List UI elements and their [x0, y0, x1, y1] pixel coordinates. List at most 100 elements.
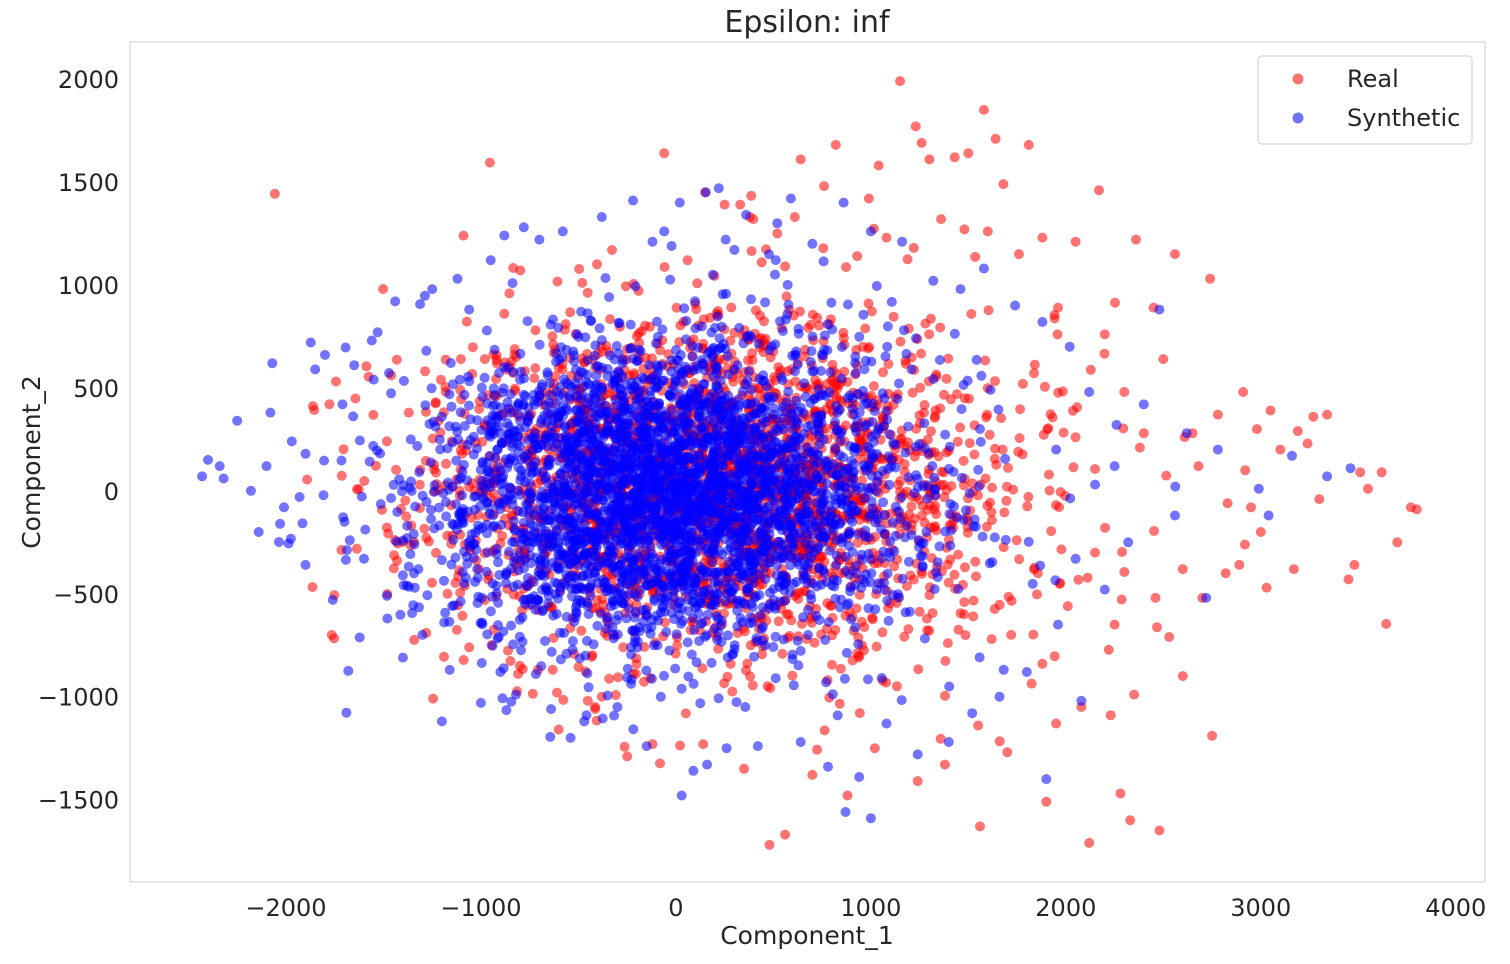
scatter-point-real: [1100, 522, 1111, 533]
scatter-point-real: [1240, 465, 1251, 476]
scatter-point-synthetic: [659, 670, 669, 681]
scatter-point-real: [1261, 582, 1272, 593]
scatter-point-real: [1302, 438, 1313, 449]
scatter-point-real: [618, 642, 629, 653]
scatter-point-real: [705, 312, 716, 323]
scatter-point-synthetic: [859, 421, 870, 432]
scatter-point-real: [757, 649, 767, 660]
scatter-point-real: [577, 277, 588, 288]
scatter-point-real: [930, 410, 941, 421]
scatter-point-synthetic: [567, 636, 578, 647]
scatter-point-real: [986, 507, 997, 518]
scatter-point-real: [1207, 730, 1218, 741]
scatter-point-synthetic: [896, 492, 907, 503]
scatter-point-real: [981, 412, 992, 423]
scatter-point-synthetic: [444, 616, 455, 627]
scatter-point-synthetic: [457, 490, 467, 501]
scatter-point-real: [1131, 234, 1141, 245]
scatter-point-real: [389, 550, 400, 561]
scatter-point-synthetic: [814, 439, 825, 450]
scatter-point-synthetic: [783, 386, 794, 397]
scatter-point-synthetic: [867, 417, 878, 427]
scatter-point-real: [442, 588, 453, 599]
scatter-point-real: [871, 641, 882, 652]
scatter-point-real: [946, 481, 957, 491]
scatter-point-real: [1193, 461, 1204, 472]
scatter-point-real: [388, 563, 399, 574]
scatter-point-real: [1246, 502, 1256, 513]
scatter-point-synthetic: [839, 673, 850, 684]
scatter-point-real: [359, 476, 370, 486]
scatter-point-real: [781, 291, 792, 302]
scatter-point-real: [620, 281, 631, 292]
scatter-point-real: [1042, 424, 1053, 435]
scatter-point-synthetic: [712, 311, 723, 322]
scatter-point-real: [451, 624, 462, 635]
scatter-point-synthetic: [592, 620, 603, 631]
scatter-point-synthetic: [879, 584, 890, 595]
scatter-point-synthetic: [881, 406, 892, 417]
scatter-point-synthetic: [713, 627, 724, 638]
scatter-point-real: [1055, 487, 1066, 497]
scatter-point-real: [935, 403, 946, 414]
scatter-point-real: [552, 687, 562, 698]
scatter-point-real: [508, 263, 519, 273]
scatter-point-real: [930, 500, 940, 511]
scatter-point-real: [936, 214, 947, 225]
scatter-point-synthetic: [859, 364, 870, 375]
scatter-point-real: [605, 314, 615, 325]
scatter-point-synthetic: [723, 369, 734, 380]
scatter-point-real: [960, 630, 971, 641]
scatter-point-synthetic: [746, 294, 756, 305]
scatter-point-synthetic: [671, 629, 682, 640]
scatter-point-real: [812, 312, 823, 323]
scatter-point-real: [530, 325, 541, 336]
scatter-point-real: [881, 232, 892, 243]
scatter-point-synthetic: [964, 488, 975, 499]
scatter-point-real: [619, 741, 630, 752]
scatter-point-real: [838, 327, 849, 338]
scatter-point-real: [787, 670, 798, 681]
scatter-point-synthetic: [487, 640, 498, 651]
scatter-point-real: [746, 246, 757, 257]
scatter-point-real: [1045, 409, 1056, 420]
scatter-point-synthetic: [476, 382, 487, 393]
scatter-point-synthetic: [440, 497, 451, 507]
scatter-point-real: [477, 436, 488, 447]
scatter-point-synthetic: [975, 436, 986, 447]
scatter-point-synthetic: [482, 547, 493, 558]
scatter-point-real: [939, 759, 950, 770]
scatter-point-real: [582, 695, 593, 706]
scatter-point-real: [1355, 467, 1366, 478]
scatter-point-real: [978, 104, 989, 115]
scatter-point-synthetic: [553, 322, 564, 333]
scatter-point-real: [902, 254, 913, 265]
scatter-point-real: [455, 354, 466, 365]
scatter-point-real: [1001, 495, 1012, 506]
scatter-point-synthetic: [903, 556, 914, 567]
scatter-point-real: [1028, 629, 1039, 640]
scatter-point-real: [368, 409, 379, 420]
scatter-point-real: [553, 724, 564, 735]
scatter-point-real: [508, 589, 519, 600]
scatter-point-synthetic: [877, 465, 888, 476]
scatter-point-real: [867, 614, 878, 625]
scatter-point-real: [307, 582, 318, 592]
scatter-point-synthetic: [410, 501, 421, 512]
scatter-point-real: [461, 316, 472, 327]
scatter-point-synthetic: [514, 614, 525, 625]
scatter-point-synthetic: [883, 615, 894, 626]
scatter-point-synthetic: [635, 346, 646, 357]
scatter-point-real: [499, 308, 510, 319]
scatter-point-synthetic: [890, 462, 901, 473]
scatter-point-synthetic: [397, 570, 408, 581]
scatter-point-synthetic: [701, 630, 712, 641]
scatter-point-real: [859, 622, 870, 633]
scatter-point-real: [803, 322, 814, 333]
scatter-point-real: [576, 625, 587, 636]
scatter-point-real: [324, 399, 335, 410]
scatter-point-real: [990, 133, 1001, 144]
scatter-point-real: [726, 302, 737, 313]
scatter-point-real: [941, 373, 952, 384]
scatter-point-synthetic: [695, 618, 706, 629]
